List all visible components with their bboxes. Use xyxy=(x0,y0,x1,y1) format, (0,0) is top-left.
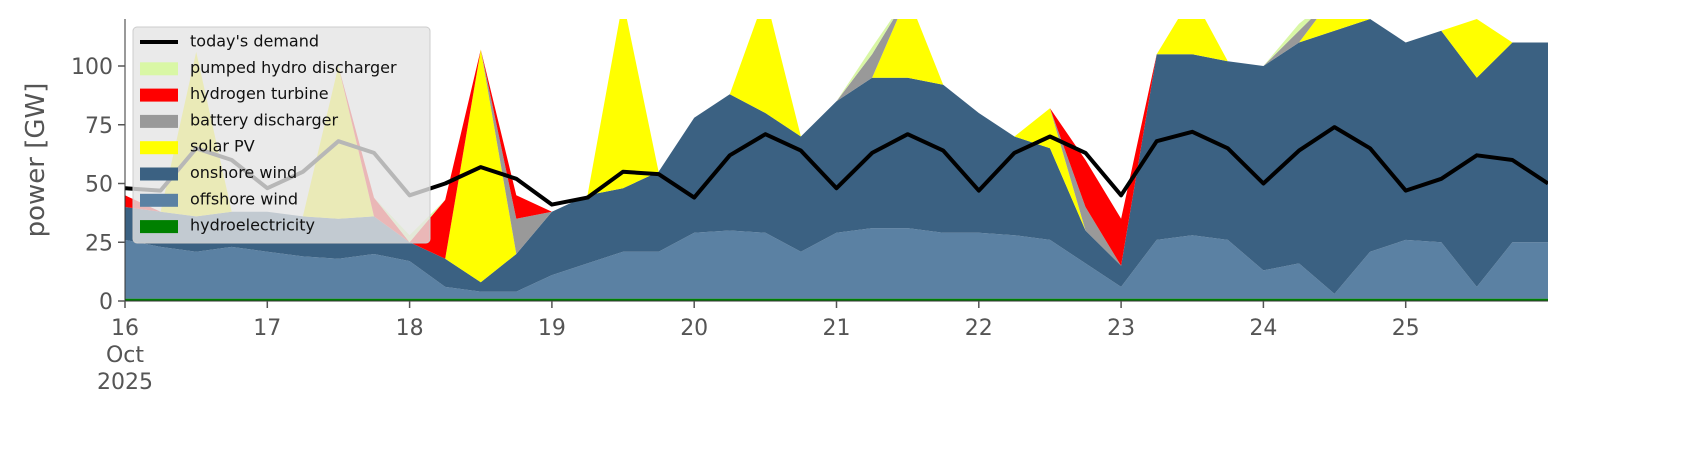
x-tick-label: 20 xyxy=(680,316,708,341)
y-tick-label: 75 xyxy=(85,114,113,139)
area xyxy=(125,19,1548,283)
legend-swatch xyxy=(140,114,178,128)
y-tick-label: 50 xyxy=(85,173,113,198)
y-axis-label: power [GW] xyxy=(21,83,51,238)
x-tick-label: 16 Oct 2025 xyxy=(97,316,153,395)
plot-area xyxy=(125,19,1548,301)
legend: today's demand pumped hydro discharger hyd… xyxy=(132,26,431,244)
area xyxy=(125,19,1548,294)
x-tick-label: 18 xyxy=(396,316,424,341)
x-tick-label: 19 xyxy=(538,316,566,341)
legend-label: solar PV xyxy=(190,137,255,156)
y-tick-label: 25 xyxy=(85,231,113,256)
area xyxy=(125,298,1548,301)
legend-swatch xyxy=(140,220,178,234)
x-tick-label: 23 xyxy=(1107,316,1135,341)
legend-label: today's demand xyxy=(190,32,319,51)
legend-swatch xyxy=(140,141,178,155)
x-tick-label: 22 xyxy=(965,316,993,341)
x-tick-label: 25 xyxy=(1392,316,1420,341)
legend-label: pumped hydro discharger xyxy=(190,58,397,77)
legend-swatch xyxy=(140,193,178,207)
legend-swatch xyxy=(140,167,178,181)
x-tick-label: 17 xyxy=(253,316,281,341)
legend-label: hydroelectricity xyxy=(190,216,315,235)
legend-swatch xyxy=(140,88,178,102)
legend-label: hydrogen turbine xyxy=(190,84,329,103)
y-tick-label: 0 xyxy=(99,290,113,315)
legend-swatch xyxy=(140,62,178,76)
legend-label: offshore wind xyxy=(190,189,298,208)
x-tick-label: 21 xyxy=(823,316,851,341)
area xyxy=(125,228,1548,299)
legend-label: battery discharger xyxy=(190,110,338,129)
y-tick-label: 100 xyxy=(71,55,113,80)
x-tick-label: 24 xyxy=(1249,316,1277,341)
legend-box xyxy=(132,26,431,244)
legend-label: onshore wind xyxy=(190,163,297,182)
